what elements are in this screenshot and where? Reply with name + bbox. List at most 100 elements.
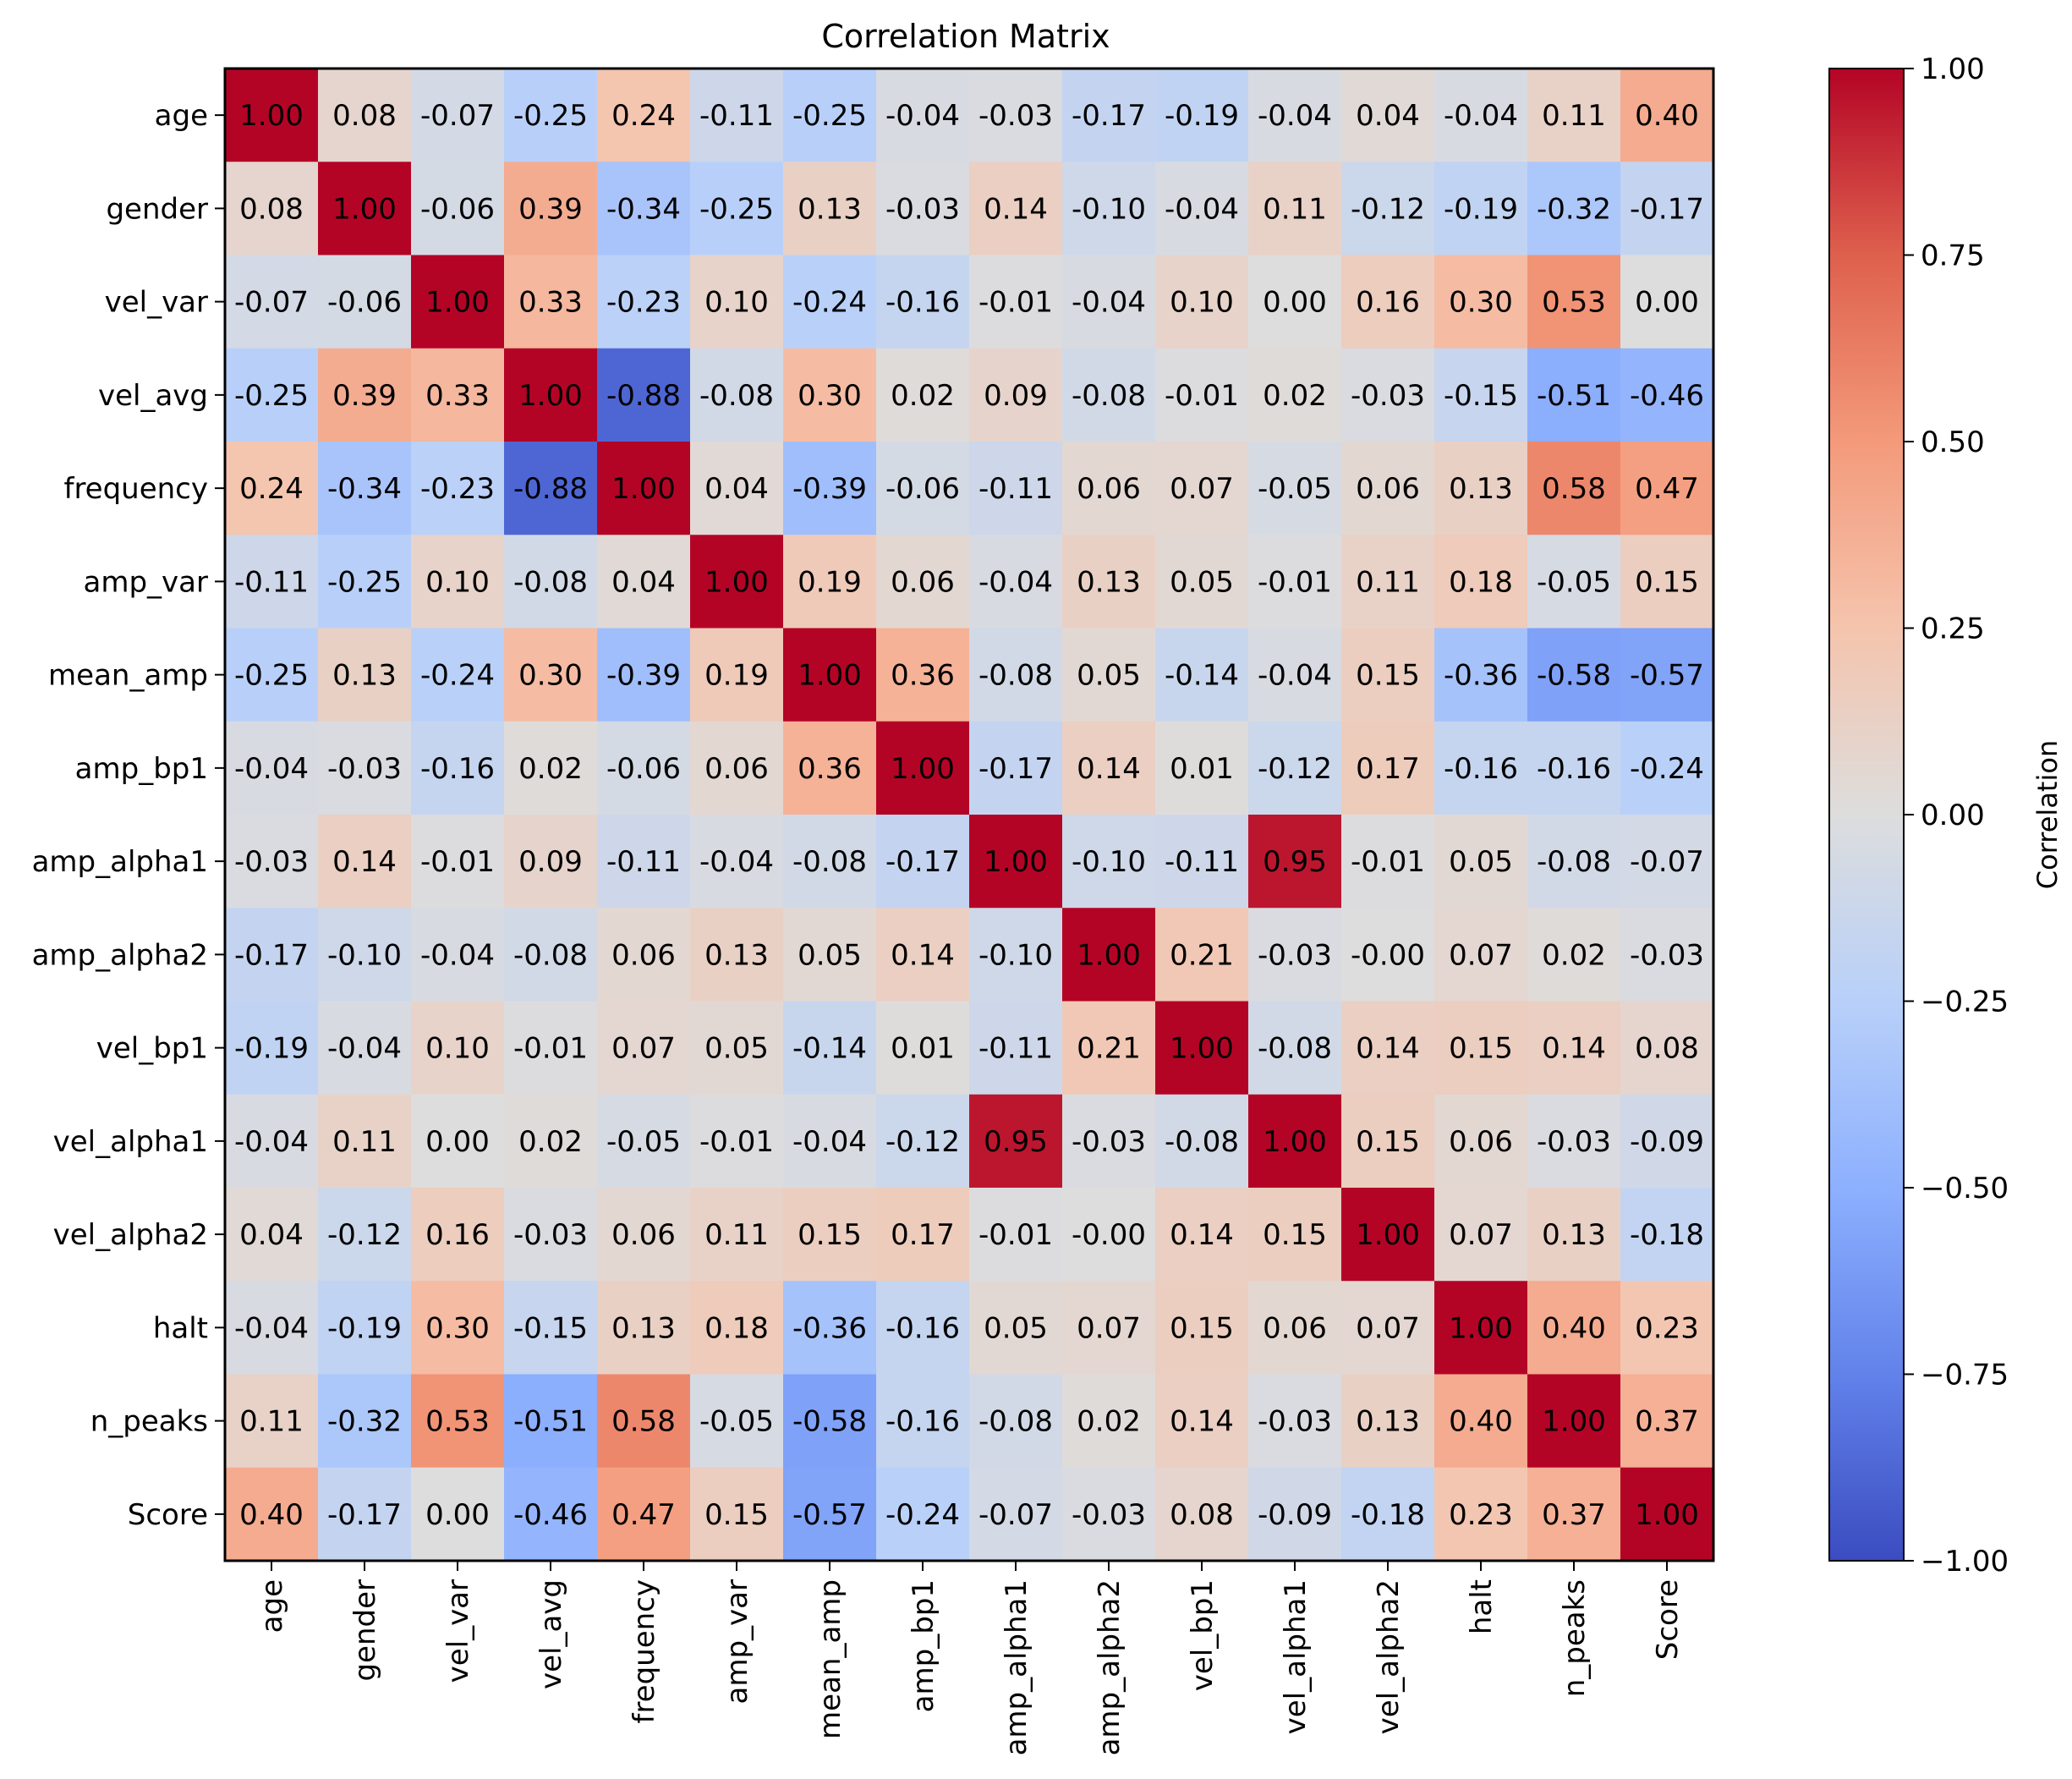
heatmap-value-label: -0.05 [1537,565,1611,599]
heatmap-value-label: -0.03 [513,1218,588,1252]
heatmap-value-label: -0.04 [792,1125,867,1159]
heatmap-value-label: -0.12 [1258,752,1332,786]
heatmap-value-label: 0.33 [425,379,490,413]
heatmap-value-label: -0.17 [1072,99,1146,133]
heatmap-cell-age-gender [318,69,412,162]
heatmap-cell-amp_alpha2-amp_var [690,908,784,1002]
heatmap-value-label: -0.16 [885,1405,960,1439]
heatmap-value-label: -0.03 [327,752,402,786]
heatmap-cell-frequency-n_peaks [1527,442,1621,535]
heatmap-cell-vel_bp1-gender [318,1001,412,1095]
heatmap-cell-vel_bp1-mean_amp [783,1001,877,1095]
heatmap-cell-mean_amp-Score [1620,628,1714,722]
heatmap-value-label: 1.00 [1449,1311,1513,1345]
heatmap-cell-n_peaks-n_peaks [1527,1374,1621,1469]
heatmap-cell-vel_avg-amp_alpha2 [1062,348,1156,442]
heatmap-value-label: 0.10 [1170,286,1234,320]
heatmap-cell-amp_bp1-vel_alpha2 [1341,721,1435,815]
heatmap-cell-n_peaks-amp_bp1 [876,1374,970,1469]
heatmap-value-label: -0.03 [234,845,309,879]
heatmap-cell-gender-frequency [597,162,691,256]
colorbar-ticks: 1.00 0.75 0.50 0.25 0.00 −0.25 −0.50 −0.75 −1.00 [1904,52,2009,1579]
heatmap-value-label: 0.18 [1449,565,1513,599]
heatmap-value-label: -0.04 [699,845,774,879]
heatmap-cell-gender-amp_bp1 [876,162,970,256]
heatmap-value-label: 0.33 [518,286,583,320]
heatmap-value-label: -0.34 [606,192,681,226]
heatmap-value-label: 0.05 [984,1311,1048,1345]
heatmap-cell-amp_bp1-mean_amp [783,721,877,815]
heatmap-value-label: -0.09 [1630,1125,1704,1159]
heatmap-cell-vel_alpha2-gender [318,1188,412,1282]
heatmap-value-label: -0.10 [327,938,402,972]
heatmap-value-label: -0.03 [1072,1125,1146,1159]
heatmap-value-label: 0.09 [984,379,1048,413]
heatmap-cell-amp_alpha2-amp_alpha2 [1062,908,1156,1002]
heatmap-value-label: -0.46 [1630,379,1704,413]
heatmap-cell-halt-vel_avg [504,1281,598,1375]
y-tick-label: vel_bp1 [96,1032,208,1066]
heatmap-cell-frequency-amp_alpha1 [969,442,1063,535]
y-tick-label: Score [128,1498,208,1532]
heatmap-value-label: 0.24 [611,99,676,133]
x-tick-label: frequency [628,1579,661,1724]
heatmap-cell-amp_var-vel_bp1 [1155,535,1249,629]
heatmap-cell-vel_bp1-vel_alpha1 [1248,1001,1342,1095]
x-tick-label: mean_amp [814,1579,847,1739]
heatmap-cell-amp_var-vel_var [411,535,505,629]
heatmap-cell-vel_avg-vel_var [411,348,505,442]
heatmap-cell-gender-age [225,162,319,256]
heatmap-cell-mean_amp-amp_bp1 [876,628,970,722]
heatmap-value-label: -0.18 [1351,1498,1425,1532]
heatmap-cell-Score-n_peaks [1527,1467,1621,1562]
heatmap-cell-halt-vel_alpha2 [1341,1281,1435,1375]
y-axis-tick-labels: age gender vel_var vel_avg frequency amp_varm… [32,99,225,1532]
heatmap-value-label: -0.23 [420,472,495,506]
heatmap-cell-halt-frequency [597,1281,691,1375]
heatmap-value-label: -0.11 [699,99,774,133]
heatmap-cell-vel_bp1-vel_bp1 [1155,1001,1249,1095]
heatmap-value-label: 0.06 [611,938,676,972]
heatmap-value-label: -0.07 [234,286,309,320]
y-tick-label: mean_amp [48,659,208,693]
x-tick-label: amp_alpha1 [1000,1579,1033,1755]
heatmap-cell-vel_var-vel_avg [504,255,598,349]
heatmap-value-label: -0.16 [1537,752,1611,786]
heatmap-cell-vel_var-vel_var [411,255,505,349]
heatmap-cell-n_peaks-frequency [597,1374,691,1469]
x-tick-label: vel_alpha2 [1372,1579,1406,1734]
heatmap-value-label: 0.14 [891,938,955,972]
heatmap-cell-labels: 1.00 0.08 -0.07 -0.25 0.24 -0.11 -0.25 -0.04 -0.… [234,99,1704,1532]
heatmap-value-label: -0.08 [978,659,1053,693]
heatmap-value-label: -0.10 [1072,192,1146,226]
heatmap-cell-gender-vel_alpha2 [1341,162,1435,256]
heatmap-cell-amp_alpha1-amp_var [690,815,784,909]
heatmap-value-label: -0.12 [885,1125,960,1159]
heatmap-value-label: 0.53 [1542,286,1606,320]
heatmap-value-label: 0.11 [332,1125,397,1159]
heatmap-value-label: -0.32 [1537,192,1611,226]
heatmap-value-label: 0.14 [984,192,1048,226]
heatmap-cell-vel_alpha2-mean_amp [783,1188,877,1282]
heatmap-cell-vel_var-amp_alpha2 [1062,255,1156,349]
heatmap-cell-vel_bp1-vel_avg [504,1001,598,1095]
heatmap-value-label: 0.06 [704,752,769,786]
heatmap-value-label: 0.04 [239,1218,304,1252]
heatmap-value-label: -0.16 [420,752,495,786]
heatmap-cell-n_peaks-vel_alpha1 [1248,1374,1342,1469]
heatmap-cell-amp_var-mean_amp [783,535,877,629]
heatmap-value-label: 0.06 [1077,472,1141,506]
heatmap-cell-frequency-amp_bp1 [876,442,970,535]
heatmap-value-label: -0.01 [978,286,1053,320]
heatmap-cell-vel_bp1-amp_alpha1 [969,1001,1063,1095]
heatmap-value-label: -0.16 [885,1311,960,1345]
heatmap-value-label: 0.04 [704,472,769,506]
heatmap-cell-mean_amp-gender [318,628,412,722]
heatmap-value-label: -0.08 [1165,1125,1239,1159]
y-tick-label: amp_alpha1 [32,845,208,879]
heatmap-cell-vel_alpha2-frequency [597,1188,691,1282]
heatmap-cell-vel_var-n_peaks [1527,255,1621,349]
heatmap-value-label: -0.04 [234,1311,309,1345]
heatmap-value-label: 1.00 [984,845,1048,879]
